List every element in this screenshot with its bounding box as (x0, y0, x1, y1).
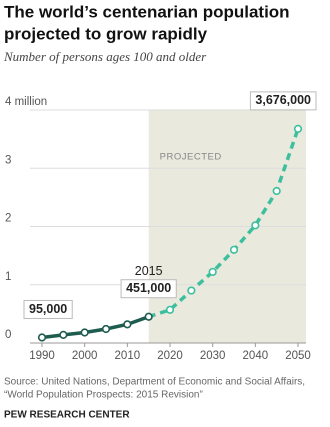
chart-title: projected to grow rapidly (4, 24, 208, 43)
y-tick-label: 0 (5, 329, 11, 341)
value-label-text: 451,000 (126, 281, 171, 295)
point (80, 328, 89, 337)
projection-label: PROJECTED (160, 152, 222, 163)
point (101, 324, 111, 334)
x-tick-label: 2050 (285, 350, 311, 362)
point (144, 312, 153, 321)
value-label-box (249, 91, 317, 111)
y-tick-label: 4 million (5, 96, 47, 108)
x-tick-label: 2020 (157, 350, 183, 362)
x-tick-label: 1990 (29, 350, 55, 362)
point (59, 330, 68, 339)
projected-line (148, 128, 300, 319)
value-label: 95,000 (23, 299, 73, 319)
value-label-text: 95,000 (29, 302, 67, 316)
value-label-text: 3,676,000 (255, 93, 311, 107)
brand: PEW RESEARCH CENTER (4, 410, 130, 421)
value-label-box (23, 299, 73, 319)
y-tick-label: 2 (5, 213, 11, 225)
point (229, 245, 239, 254)
source: “World Population Prospects: 2015 Revisi… (4, 390, 203, 401)
point (272, 186, 281, 196)
x-tick-label: 2000 (72, 350, 98, 362)
point (165, 305, 175, 314)
x-tick-label: 2040 (243, 350, 269, 362)
y-tick-label: 1 (5, 271, 11, 283)
point (37, 333, 47, 342)
x-tick-label: 2030 (200, 350, 226, 362)
year-label: 2015 (135, 264, 163, 278)
value-label: 3,676,000 (249, 91, 317, 111)
point (123, 320, 132, 329)
value-label-box (120, 279, 177, 299)
actual-line (41, 315, 150, 340)
point (187, 286, 196, 295)
point (208, 267, 217, 277)
x-tick-label: 2010 (115, 350, 141, 362)
point (293, 124, 303, 133)
source: Source: United Nations, Department of Ec… (4, 377, 305, 388)
chart-title: The world’s centenarian population (4, 2, 290, 21)
chart-subtitle: Number of persons ages 100 and older (3, 49, 207, 64)
point (251, 221, 260, 230)
value-label: 451,000 2015 (120, 264, 177, 299)
y-tick-label: 3 (5, 154, 11, 166)
